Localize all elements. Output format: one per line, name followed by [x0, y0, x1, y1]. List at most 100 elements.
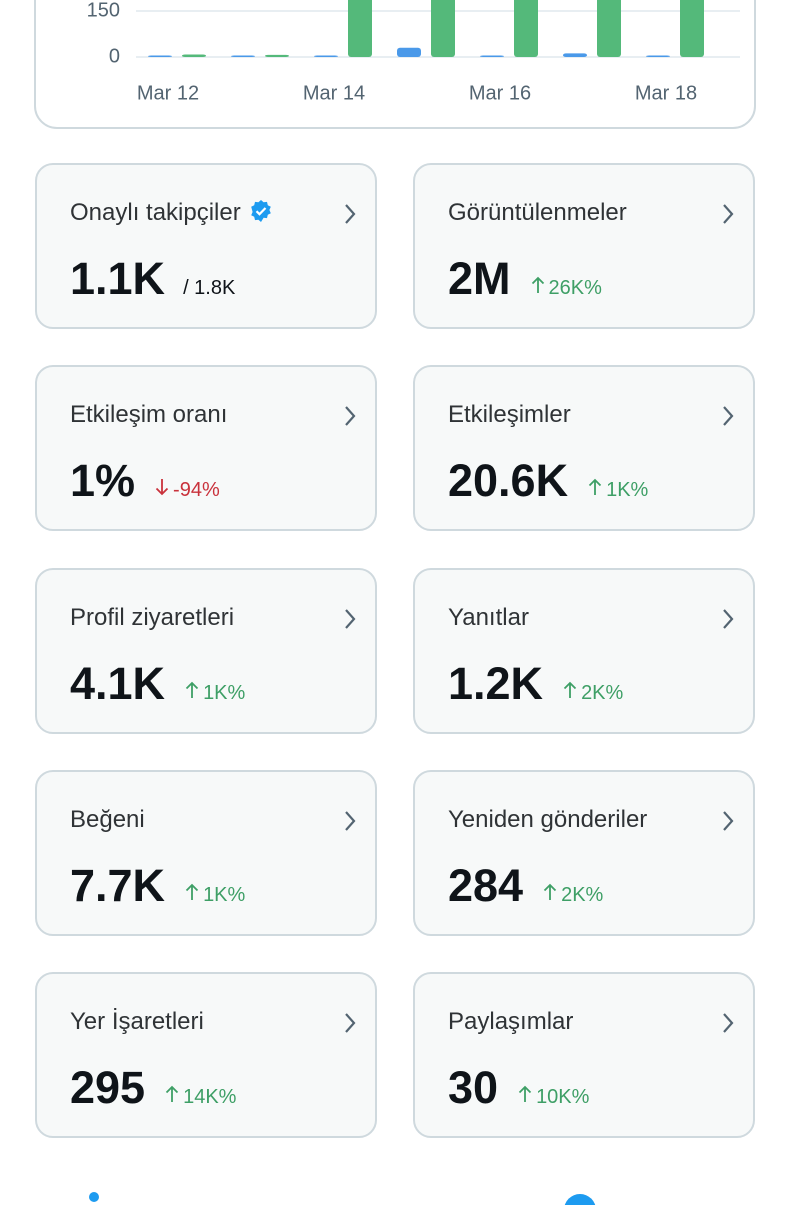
- metric-label-text: Beğeni: [70, 805, 145, 833]
- chevron: [343, 405, 357, 432]
- trend-arrow: [543, 883, 557, 906]
- chevron: [343, 608, 357, 635]
- x-tick-label: Mar 14: [303, 82, 365, 104]
- metric-card[interactable]: Onaylı takipçiler 1.1K / 1.8K: [35, 163, 377, 329]
- trend-arrow: [531, 276, 545, 299]
- y-tick-label: 150: [87, 0, 120, 21]
- chart-card: 0 150 Mar 12 Mar 14 Mar 16 Mar 18: [34, 0, 756, 129]
- metric-label-text: Etkileşim oranı: [70, 401, 228, 429]
- metric-value: 1.2K: [448, 657, 544, 709]
- metric-value: 1%: [70, 455, 136, 507]
- metric-card[interactable]: Paylaşımlar 30 10K%: [413, 972, 755, 1139]
- y-tick-label: 0: [109, 45, 120, 67]
- metric-label-text: Yer İşaretleri: [70, 1008, 204, 1036]
- trend-arrow: [165, 1085, 179, 1108]
- metric-value: 1.1K: [70, 253, 166, 304]
- metric-value: 7.7K: [70, 859, 166, 911]
- metric-change: 1K%: [588, 478, 648, 502]
- chevron: [721, 1012, 735, 1039]
- metric-row: 2M 26K%: [448, 253, 602, 305]
- trend-arrow: [185, 883, 199, 906]
- metric-label: Beğeni: [70, 806, 145, 834]
- chevron: [721, 405, 735, 432]
- metric-label-text: Yeniden gönderiler: [448, 805, 648, 833]
- metric-change-text: 26K%: [548, 277, 602, 299]
- metric-value: 284: [448, 859, 524, 911]
- metric-row: 20.6K 1K%: [448, 455, 648, 507]
- metric-change: -94%: [155, 478, 220, 502]
- metric-change-text: 1K%: [203, 883, 246, 906]
- metric-card[interactable]: Yeniden gönderiler 284 2K%: [413, 769, 755, 936]
- metric-label: Etkileşim oranı: [70, 401, 227, 429]
- tab-bar: [89, 1192, 596, 1205]
- metric-change: 1K%: [185, 883, 245, 907]
- metric-label-text: Profil ziyaretleri: [70, 603, 235, 631]
- metric-value: 4.1K: [70, 657, 166, 709]
- chevron: [721, 203, 735, 230]
- bar: [397, 47, 421, 57]
- metric-change-text: 10K%: [536, 1086, 590, 1109]
- metric-change: 2K%: [563, 681, 623, 705]
- bar: [597, 0, 621, 57]
- bar: [431, 0, 455, 57]
- metric-change-text: 1K%: [606, 479, 649, 502]
- metric-row: 284 2K%: [448, 860, 603, 912]
- metric-row: 1% -94%: [70, 455, 220, 507]
- metric-label-text: Etkileşimler: [448, 401, 571, 429]
- metric-value: 20.6K: [448, 455, 569, 507]
- metric-change-text: 2K%: [561, 883, 604, 906]
- metric-row: 7.7K 1K%: [70, 860, 245, 912]
- bar: [148, 55, 172, 57]
- metric-label: Onaylı takipçiler: [70, 199, 273, 230]
- metric-row: 1.2K 2K%: [448, 658, 623, 710]
- metric-change-text: 2K%: [581, 681, 624, 704]
- bar: [231, 55, 255, 57]
- metric-card[interactable]: Beğeni 7.7K 1K%: [35, 769, 377, 936]
- metric-label-text: Görüntülenmeler: [448, 199, 627, 226]
- metric-card[interactable]: Görüntülenmeler 2M 26K%: [413, 163, 755, 329]
- metric-value: 2M: [448, 253, 511, 304]
- trend-arrow: [185, 681, 199, 704]
- metric-card[interactable]: Yer İşaretleri 295 14K%: [35, 972, 377, 1139]
- bar: [680, 0, 704, 57]
- metric-row: 295 14K%: [70, 1062, 236, 1114]
- metric-card[interactable]: Etkileşimler 20.6K 1K%: [413, 365, 755, 532]
- metric-card[interactable]: Etkileşim oranı 1% -94%: [35, 365, 377, 532]
- x-tick-label: Mar 16: [469, 82, 531, 104]
- metric-card[interactable]: Yanıtlar 1.2K 2K%: [413, 567, 755, 734]
- trend-arrow: [563, 681, 577, 704]
- tab-icon[interactable]: [89, 1192, 99, 1202]
- metric-label-text: Paylaşımlar: [448, 1008, 574, 1036]
- bar: [480, 55, 504, 57]
- chevron: [343, 810, 357, 837]
- metric-row: 30 10K%: [448, 1062, 589, 1114]
- metric-label: Yer İşaretleri: [70, 1008, 204, 1036]
- bar: [182, 54, 206, 57]
- metric-card[interactable]: Profil ziyaretleri 4.1K 1K%: [35, 567, 377, 734]
- metric-value: 30: [448, 1062, 499, 1114]
- metric-row: 4.1K 1K%: [70, 658, 245, 710]
- metric-change-text: 1K%: [203, 681, 246, 704]
- metric-label: Profil ziyaretleri: [70, 604, 234, 632]
- metric-label: Yanıtlar: [448, 604, 529, 632]
- metric-label-text: Yanıtlar: [448, 603, 529, 631]
- trend-arrow: [518, 1085, 532, 1108]
- verified-badge: [249, 199, 273, 230]
- metric-value: 295: [70, 1062, 146, 1114]
- metric-label: Görüntülenmeler: [448, 199, 627, 227]
- chevron: [343, 1012, 357, 1039]
- x-tick-label: Mar 18: [635, 82, 697, 104]
- chevron: [721, 608, 735, 635]
- bar: [563, 53, 587, 57]
- metric-change: 26K%: [531, 276, 602, 300]
- metric-change-text: -94%: [173, 479, 220, 502]
- metric-label: Etkileşimler: [448, 401, 571, 429]
- metric-label-text: Onaylı takipçiler: [70, 199, 241, 226]
- bar: [314, 55, 338, 57]
- card-border: [34, 0, 756, 129]
- metric-change: 1K%: [185, 681, 245, 705]
- metric-total: / 1.8K: [183, 277, 236, 299]
- metric-change: 10K%: [518, 1085, 589, 1109]
- bar: [646, 55, 670, 57]
- chevron: [343, 203, 357, 230]
